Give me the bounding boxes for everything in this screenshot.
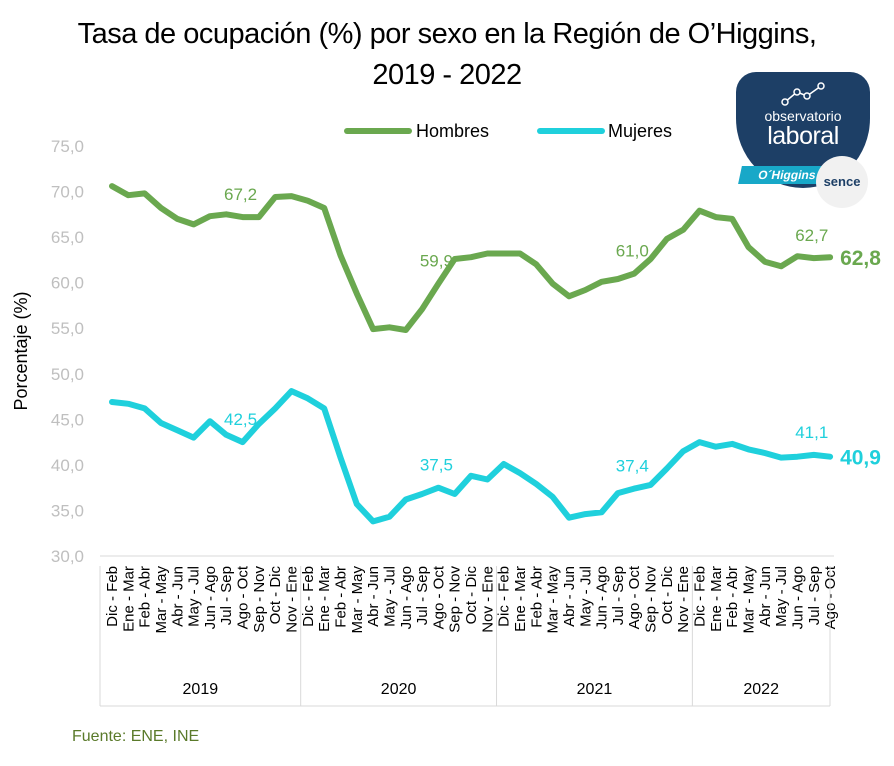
x-tick-label: Jul - Sep xyxy=(414,566,431,625)
x-tick-label: Jul - Sep xyxy=(806,566,823,625)
x-tick-label: May - Jul xyxy=(186,566,203,627)
x-tick-label: Sep - Nov xyxy=(447,566,464,633)
x-tick-label: Oct - Dic xyxy=(267,566,284,625)
data-label: 41,1 xyxy=(795,423,828,442)
data-label: 67,2 xyxy=(224,185,257,204)
year-group-label: 2021 xyxy=(577,681,613,698)
x-tick-label: Feb - Abr xyxy=(724,566,741,628)
y-tick-label: 40,0 xyxy=(51,456,84,475)
x-tick-label: May - Jul xyxy=(381,566,398,627)
x-tick-label: Mar - May xyxy=(349,566,366,634)
x-tick-label: Dic - Feb xyxy=(300,566,317,627)
year-group-label: 2020 xyxy=(381,681,417,698)
x-tick-label: May - Jul xyxy=(773,566,790,627)
y-axis-title: Porcentaje (%) xyxy=(11,291,31,410)
x-tick-label: Feb - Abr xyxy=(137,566,154,628)
y-tick-label: 75,0 xyxy=(51,137,84,156)
x-tick-label: Mar - May xyxy=(740,566,757,634)
y-tick-label: 30,0 xyxy=(51,547,84,566)
x-tick-label: Jun - Ago xyxy=(398,566,415,629)
y-tick-label: 60,0 xyxy=(51,274,84,293)
x-tick-label: Oct - Dic xyxy=(659,566,676,625)
x-tick-label: Mar - May xyxy=(153,566,170,634)
x-tick-label: Ago - Oct xyxy=(430,565,447,629)
chart-title-line-2: 2019 - 2022 xyxy=(372,59,522,91)
x-tick-label: Ene - Mar xyxy=(512,566,529,632)
end-value-label: 62,8 xyxy=(840,247,881,270)
x-tick-label: Jul - Sep xyxy=(218,566,235,625)
y-tick-label: 50,0 xyxy=(51,365,84,384)
x-tick-label: Abr - Jun xyxy=(365,566,382,627)
logo-text-laboral: laboral xyxy=(767,122,839,150)
x-tick-label: Sep - Nov xyxy=(251,566,268,633)
data-label: 61,0 xyxy=(616,242,649,261)
x-tick-label: Nov - Ene xyxy=(479,566,496,633)
trend-line-icon xyxy=(781,82,825,106)
logo-text-observatorio: observatorio xyxy=(764,108,842,124)
x-tick-label: Abr - Jun xyxy=(757,566,774,627)
series-line-mujeres xyxy=(109,388,834,525)
x-tick-label: Dic - Feb xyxy=(496,566,513,627)
data-label: 62,7 xyxy=(795,226,828,245)
y-tick-label: 45,0 xyxy=(51,410,84,429)
x-tick-label: Oct - Dic xyxy=(463,566,480,625)
chart-title-line-1: Tasa de ocupación (%) por sexo en la Reg… xyxy=(77,18,817,50)
x-tick-label: Ene - Mar xyxy=(120,566,137,632)
y-tick-label: 65,0 xyxy=(51,228,84,247)
sence-logo: sence xyxy=(816,156,868,208)
legend-label-mujeres: Mujeres xyxy=(608,121,672,141)
x-tick-label: Mar - May xyxy=(545,566,562,634)
data-label: 42,5 xyxy=(224,410,257,429)
y-tick-label: 70,0 xyxy=(51,183,84,202)
legend-label-hombres: Hombres xyxy=(416,121,489,141)
x-tick-label: May - Jul xyxy=(577,566,594,627)
data-label: 37,4 xyxy=(616,457,649,476)
data-label: 37,5 xyxy=(420,456,453,475)
x-tick-label: Ene - Mar xyxy=(316,566,333,632)
source-note: Fuente: ENE, INE xyxy=(72,728,200,745)
x-tick-label: Ago - Oct xyxy=(235,565,252,629)
x-tick-label: Jul - Sep xyxy=(610,566,627,625)
x-tick-label: Sep - Nov xyxy=(643,566,660,633)
end-value-label: 40,9 xyxy=(840,447,881,470)
x-tick-label: Jun - Ago xyxy=(202,566,219,629)
y-tick-label: 35,0 xyxy=(51,501,84,520)
x-tick-label: Feb - Abr xyxy=(332,566,349,628)
x-tick-label: Dic - Feb xyxy=(692,566,709,627)
x-tick-label: Dic - Feb xyxy=(104,566,121,627)
year-group-label: 2022 xyxy=(743,681,779,698)
x-tick-label: Nov - Ene xyxy=(284,566,301,633)
series-line-hombres xyxy=(109,183,834,333)
x-tick-label: Ene - Mar xyxy=(708,566,725,632)
x-tick-label: Ago - Oct xyxy=(822,565,839,629)
x-tick-label: Feb - Abr xyxy=(528,566,545,628)
x-tick-label: Abr - Jun xyxy=(561,566,578,627)
year-group-label: 2019 xyxy=(183,681,219,698)
y-tick-label: 55,0 xyxy=(51,319,84,338)
x-tick-label: Nov - Ene xyxy=(675,566,692,633)
x-tick-label: Ago - Oct xyxy=(626,565,643,629)
x-tick-label: Abr - Jun xyxy=(169,566,186,627)
x-tick-label: Jun - Ago xyxy=(789,566,806,629)
x-tick-label: Jun - Ago xyxy=(594,566,611,629)
data-label: 59,9 xyxy=(420,252,453,271)
observatorio-laboral-logo: observatorio laboral O´Higgins sence xyxy=(736,72,870,208)
chart-title: Tasa de ocupación (%) por sexo en la Reg… xyxy=(0,14,894,96)
